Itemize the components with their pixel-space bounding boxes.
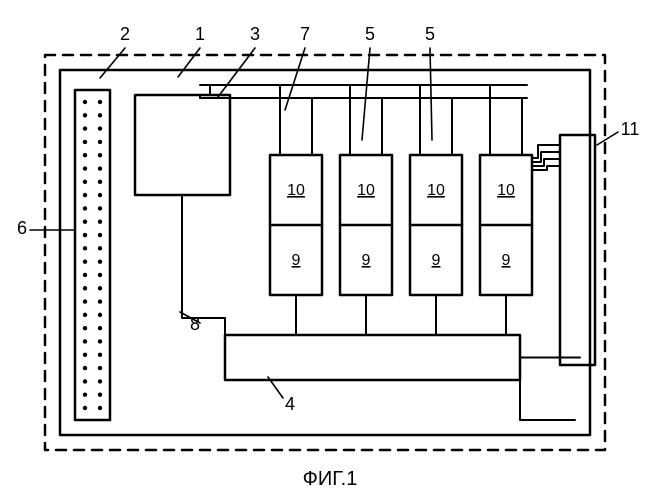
svg-text:2: 2 — [120, 24, 130, 44]
module-4: 10 9 — [480, 155, 532, 295]
svg-text:10: 10 — [427, 182, 445, 199]
svg-text:11: 11 — [621, 119, 640, 139]
svg-text:10: 10 — [287, 182, 305, 199]
svg-text:9: 9 — [292, 252, 301, 269]
svg-text:5: 5 — [365, 24, 375, 44]
svg-text:10: 10 — [357, 182, 375, 199]
svg-text:3: 3 — [250, 24, 260, 44]
block-3 — [135, 95, 230, 195]
block-diagram: 10 9 10 9 10 9 10 9 2 1 3 7 5 5 6 8 4 11 ФИГ.1 — [0, 0, 661, 500]
module-2: 10 9 — [340, 155, 392, 295]
svg-text:8: 8 — [190, 314, 200, 334]
svg-text:4: 4 — [285, 394, 295, 414]
connector-dots — [83, 100, 102, 410]
svg-text:ФИГ.1: ФИГ.1 — [303, 468, 358, 490]
svg-text:9: 9 — [432, 252, 441, 269]
block-4 — [225, 335, 520, 380]
svg-text:9: 9 — [502, 252, 511, 269]
svg-text:9: 9 — [362, 252, 371, 269]
module-1: 10 9 — [270, 155, 322, 295]
module-3: 10 9 — [410, 155, 462, 295]
svg-text:10: 10 — [497, 182, 515, 199]
svg-text:5: 5 — [425, 24, 435, 44]
svg-text:1: 1 — [195, 24, 205, 44]
svg-text:6: 6 — [17, 218, 27, 238]
svg-text:7: 7 — [300, 24, 310, 44]
